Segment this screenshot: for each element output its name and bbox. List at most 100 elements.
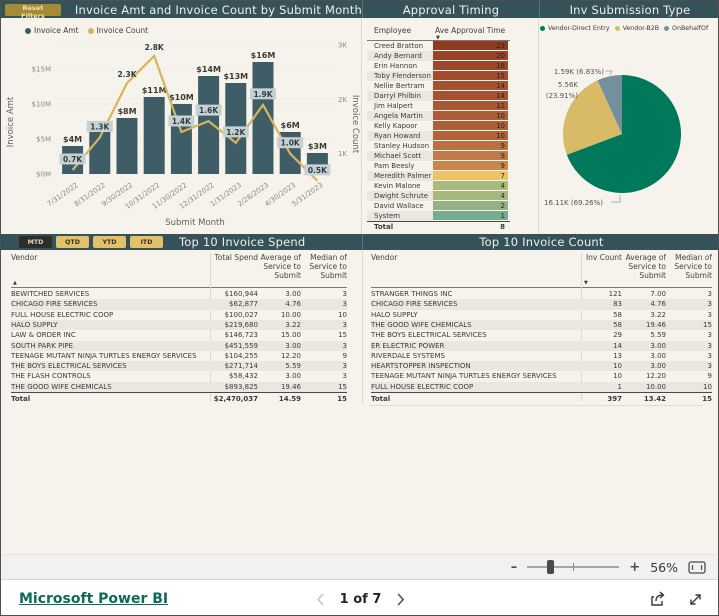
approval-row-Stanley Hudson[interactable]: Stanley Hudson 9 [367,141,510,151]
ave-approval-time-cell: 9 [433,151,508,161]
column-header-Average of Service to Submit[interactable]: Average of Service to Submit [260,253,301,280]
sort-asc-icon: ▲ [13,280,17,286]
approval-col-ave-approval-time[interactable]: Ave Approval Time [435,26,506,35]
fit-to-page-button[interactable] [688,560,706,574]
table-row-HALO SUPPLY[interactable]: HALO SUPPLY 58 3.22 3 [371,310,712,320]
microsoft-power-bi-link[interactable]: Microsoft Power BI [19,591,169,607]
approval-row-Michael Scott[interactable]: Michael Scott 9 [367,151,510,161]
column-header-Vendor[interactable]: Vendor [371,253,398,262]
approval-row-Toby Flenderson[interactable]: Toby Flenderson 15 [367,71,510,81]
pie-slice-Vendor-B2B[interactable] [563,80,622,155]
vendor-cell: SOUTH PARK PIPE [11,341,74,350]
tab-qtd[interactable]: QTD [56,236,89,248]
table-row-THE BOYS ELECTRICAL SERVICES[interactable]: THE BOYS ELECTRICAL SERVICES $271,714 5.59… [11,361,347,372]
fullscreen-icon[interactable] [687,591,704,608]
legend-vendor-direct-entry[interactable]: Vendor-Direct Entry [540,25,610,32]
table-row-BEWITCHED SERVICES[interactable]: BEWITCHED SERVICES $160,944 3.00 3 [11,289,347,299]
svg-text:$4M: $4M [63,135,82,144]
svg-text:$8M: $8M [117,107,136,116]
column-header-Median of Service to Submit[interactable]: Median of Service to Submit [309,253,347,280]
approval-row-David Wallace[interactable]: David Wallace 2 [367,201,510,211]
submission-type-pie-chart[interactable]: 1.59K (6.83%) 5.56K (23.91%) 16.11K (69.26%… [538,18,719,234]
share-icon[interactable] [649,590,667,608]
ave-approval-time-cell: 9 [433,161,508,171]
value-cell: 3 [707,290,712,298]
table-row-ER ELECTRIC POWER[interactable]: ER ELECTRIC POWER 14 3.00 3 [371,340,712,351]
zoom-out-button[interactable]: – [510,559,518,575]
bar-12/31/2022[interactable] [198,76,220,174]
approval-row-Kelly Kapoor[interactable]: Kelly Kapoor 10 [367,121,510,131]
column-header-Average of Service to Submit[interactable]: Average of Service to Submit [625,253,666,280]
table-row-STRANGER THINGS INC[interactable]: STRANGER THINGS INC 121 7.00 3 [371,289,712,299]
table-row-FULL HOUSE ELECTRIC COOP[interactable]: FULL HOUSE ELECTRIC COOP 1 10.00 10 [371,381,712,392]
approval-row-Andy Bernard[interactable]: Andy Bernard 20 [367,51,510,61]
pie-header-section: Inv Submission Type [539,1,718,18]
legend-onbehalfof[interactable]: OnBehalfOf [664,25,708,32]
table-row-TEENAGE MUTANT NINJA TURTLES ENERGY SERVICES[interactable]: TEENAGE MUTANT NINJA TURTLES ENERGY SERV… [11,351,347,361]
legend-invoice-count[interactable]: Invoice Count [87,26,148,35]
column-header-Median of Service to Submit[interactable]: Median of Service to Submit [674,253,712,280]
total-value: $2,470,037 [213,395,258,403]
table-row-CHICAGO FIRE SERVICES[interactable]: CHICAGO FIRE SERVICES 83 4.76 3 [371,299,712,310]
previous-page-button[interactable] [316,592,325,607]
approval-row-Darryl Philbin[interactable]: Darryl Philbin 14 [367,91,510,101]
page-navigation: 1 of 7 [316,592,406,607]
legend-vendor-b2b[interactable]: Vendor-B2B [614,25,659,32]
table-row-CHICAGO FIRE SERVICES[interactable]: CHICAGO FIRE SERVICES $62,877 4.76 3 [11,299,347,310]
table-row-FULL HOUSE ELECTRIC COOP[interactable]: FULL HOUSE ELECTRIC COOP $100,027 10.00 10 [11,310,347,320]
table-row-TEENAGE MUTANT NINJA TURTLES ENERGY SERVICES[interactable]: TEENAGE MUTANT NINJA TURTLES ENERGY SERV… [371,371,712,381]
approval-row-Dwight Schrute[interactable]: Dwight Schrute 4 [367,191,510,201]
column-header-Total Spend[interactable]: Total Spend [214,253,258,262]
employee-name: Nellie Bertram [374,82,425,90]
tab-mtd[interactable]: MTD [19,236,52,248]
vendor-cell: BEWITCHED SERVICES [11,290,90,298]
reset-filters-button[interactable]: Reset Filters [5,3,61,20]
bar-9/30/2022[interactable] [116,118,138,174]
pie-slice-Vendor-Direct Entry[interactable] [566,75,682,193]
ave-approval-time-cell: 12 [433,101,508,111]
approval-row-Erin Hannon[interactable]: Erin Hannon 18 [367,61,510,71]
approval-row-Creed Bratton[interactable]: Creed Bratton 23 [367,41,510,51]
svg-text:$6M: $6M [281,121,300,130]
table-row-HALO SUPPLY[interactable]: HALO SUPPLY $219,680 3.22 3 [11,319,347,331]
approval-row-Kevin Malone[interactable]: Kevin Malone 4 [367,181,510,191]
approval-row-Ryan Howard[interactable]: Ryan Howard 10 [367,131,510,141]
value-cell: 15 [338,331,347,340]
approval-row-Pam Beesly[interactable]: Pam Beesly 9 [367,161,510,171]
svg-text:$15M: $15M [32,66,51,74]
table-row-THE GOOD WIFE CHEMICALS[interactable]: THE GOOD WIFE CHEMICALS $893,825 19.46 15 [11,381,347,392]
approval-row-Jim Halpert[interactable]: Jim Halpert 12 [367,101,510,111]
approval-row-Angela Martin[interactable]: Angela Martin 10 [367,111,510,121]
legend-invoice-amt[interactable]: Invoice Amt [25,26,79,35]
column-header-Vendor[interactable]: Vendor [11,253,38,262]
approval-col-employee[interactable]: Employee [374,26,412,35]
total-label: Total [11,395,31,403]
invoice-count-line[interactable] [71,53,319,182]
zoom-slider[interactable] [527,560,620,574]
table-row-THE BOYS ELECTRICAL SERVICES[interactable]: THE BOYS ELECTRICAL SERVICES 29 5.59 3 [371,330,712,340]
pie-slice-OnBehalfOf[interactable] [597,74,623,134]
column-header-Inv Count[interactable]: Inv Count [585,253,622,262]
table-row-THE FLASH CONTROLS[interactable]: THE FLASH CONTROLS $58,432 3.00 3 [11,371,347,381]
table-row-LAW & ORDER INC[interactable]: LAW & ORDER INC $146,723 15.00 15 [11,330,347,340]
value-cell: 3.00 [285,341,301,350]
zoom-in-button[interactable]: + [629,559,641,575]
table-row-SOUTH PARK PIPE[interactable]: SOUTH PARK PIPE $451,559 3.00 3 [11,340,347,351]
bar-10/31/2022[interactable] [143,97,165,174]
employee-name: Kelly Kapoor [374,122,418,130]
tab-ytd[interactable]: YTD [93,236,126,248]
approval-row-System[interactable]: System 1 [367,211,510,221]
approval-row-Meredith Palmer[interactable]: Meredith Palmer 7 [367,171,510,181]
svg-text:$14M: $14M [196,65,221,74]
table-row-HEARTSTOPPER INSPECTION[interactable]: HEARTSTOPPER INSPECTION 10 3.00 3 [371,361,712,372]
combo-bar-line-chart[interactable]: $0M$5M$10M$15M1K2K3K$4M$6M$8M$11M$10M$14… [1,18,362,234]
employee-name: Kevin Malone [374,182,421,190]
table-row-THE GOOD WIFE CHEMICALS[interactable]: THE GOOD WIFE CHEMICALS 58 19.46 15 [371,319,712,331]
next-page-button[interactable] [396,592,405,607]
approval-row-Nellie Bertram[interactable]: Nellie Bertram 14 [367,81,510,91]
value-cell: 3 [342,290,347,298]
table-row-RIVERDALE SYSTEMS[interactable]: RIVERDALE SYSTEMS 13 3.00 3 [371,351,712,361]
tab-itd[interactable]: ITD [130,236,163,248]
zoom-slider-handle[interactable] [547,560,555,574]
